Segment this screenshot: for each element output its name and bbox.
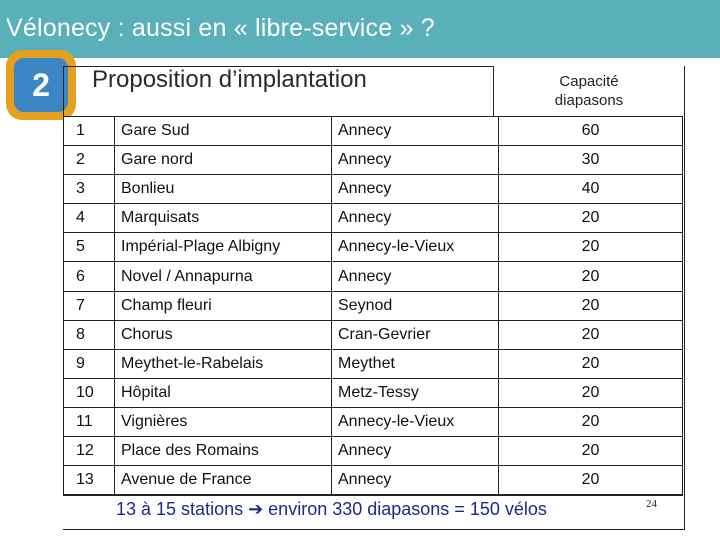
station-capacity: 20 bbox=[498, 290, 683, 321]
table-row: 11 Vignières Annecy-le-Vieux 20 bbox=[63, 406, 683, 438]
summary-bar: 13 à 15 stations ➔ environ 330 diapasons… bbox=[63, 495, 683, 529]
station-capacity: 20 bbox=[498, 436, 683, 467]
station-capacity: 60 bbox=[498, 115, 683, 147]
table-row: 5 Impérial-Plage Albigny Annecy-le-Vieux 20 bbox=[63, 232, 683, 263]
station-number: 12 bbox=[63, 436, 115, 467]
station-number: 8 bbox=[63, 319, 115, 350]
table-row: 9 Meythet-le-Rabelais Meythet 20 bbox=[63, 348, 683, 379]
stations-table: 1 Gare Sud Annecy 60 2 Gare nord Annecy 30 3 Bonl… bbox=[63, 115, 683, 496]
station-city: Annecy bbox=[331, 115, 499, 147]
station-name: Avenue de France bbox=[114, 465, 332, 496]
table-row: 7 Champ fleuri Seynod 20 bbox=[63, 290, 683, 321]
station-city: Metz-Tessy bbox=[331, 377, 499, 408]
table-row: 8 Chorus Cran-Gevrier 20 bbox=[63, 319, 683, 350]
summary-text: 13 à 15 stations ➔ environ 330 diapasons… bbox=[116, 499, 547, 519]
table-row: 3 Bonlieu Annecy 40 bbox=[63, 174, 683, 205]
title-bar: Vélonecy : aussi en « libre-service » ? bbox=[0, 0, 720, 58]
station-name: Gare Sud bbox=[114, 115, 332, 147]
station-name: Meythet-le-Rabelais bbox=[114, 348, 332, 379]
station-number: 1 bbox=[63, 115, 115, 147]
station-capacity: 20 bbox=[498, 465, 683, 496]
station-name: Marquisats bbox=[114, 203, 332, 234]
station-city: Cran-Gevrier bbox=[331, 319, 499, 350]
station-number: 5 bbox=[63, 232, 115, 263]
capacity-column-header: Capacité diapasons bbox=[493, 66, 684, 116]
station-name: Place des Romains bbox=[114, 436, 332, 467]
table-row: 12 Place des Romains Annecy 20 bbox=[63, 436, 683, 467]
station-city: Annecy-le-Vieux bbox=[331, 406, 499, 438]
station-city: Annecy bbox=[331, 174, 499, 205]
station-capacity: 20 bbox=[498, 319, 683, 350]
station-capacity: 20 bbox=[498, 348, 683, 379]
station-number: 10 bbox=[63, 377, 115, 408]
capacity-header-line1: Capacité bbox=[559, 73, 619, 90]
station-name: Bonlieu bbox=[114, 174, 332, 205]
station-capacity: 20 bbox=[498, 377, 683, 408]
station-city: Annecy bbox=[331, 436, 499, 467]
station-name: Impérial-Plage Albigny bbox=[114, 232, 332, 263]
station-number: 9 bbox=[63, 348, 115, 379]
station-capacity: 20 bbox=[498, 261, 683, 292]
table-row: 10 Hôpital Metz-Tessy 20 bbox=[63, 377, 683, 408]
station-capacity: 20 bbox=[498, 232, 683, 263]
station-number: 4 bbox=[63, 203, 115, 234]
station-number: 13 bbox=[63, 465, 115, 496]
station-capacity: 30 bbox=[498, 145, 683, 176]
station-number: 2 bbox=[63, 145, 115, 176]
slide-title: Vélonecy : aussi en « libre-service » ? bbox=[6, 14, 435, 42]
station-number: 7 bbox=[63, 290, 115, 321]
station-city: Annecy bbox=[331, 203, 499, 234]
station-number: 6 bbox=[63, 261, 115, 292]
station-name: Hôpital bbox=[114, 377, 332, 408]
station-capacity: 40 bbox=[498, 174, 683, 205]
station-city: Annecy bbox=[331, 261, 499, 292]
station-name: Novel / Annapurna bbox=[114, 261, 332, 292]
station-number: 11 bbox=[63, 406, 115, 438]
station-name: Chorus bbox=[114, 319, 332, 350]
table-row: 4 Marquisats Annecy 20 bbox=[63, 203, 683, 234]
station-name: Vignières bbox=[114, 406, 332, 438]
section-number-badge: 2 bbox=[6, 50, 76, 120]
station-name: Champ fleuri bbox=[114, 290, 332, 321]
table-row: 6 Novel / Annapurna Annecy 20 bbox=[63, 261, 683, 292]
page-number: 24 bbox=[646, 498, 657, 510]
station-capacity: 20 bbox=[498, 406, 683, 438]
table-row: 1 Gare Sud Annecy 60 bbox=[63, 115, 683, 147]
section-number: 2 bbox=[14, 58, 68, 112]
station-name: Gare nord bbox=[114, 145, 332, 176]
capacity-header-line2: diapasons bbox=[554, 92, 624, 109]
station-number: 3 bbox=[63, 174, 115, 205]
station-capacity: 20 bbox=[498, 203, 683, 234]
section-subtitle: Proposition d’implantation bbox=[92, 66, 367, 93]
station-city: Annecy bbox=[331, 465, 499, 496]
table-row: 2 Gare nord Annecy 30 bbox=[63, 145, 683, 176]
station-city: Annecy-le-Vieux bbox=[331, 232, 499, 263]
station-city: Seynod bbox=[331, 290, 499, 321]
station-city: Meythet bbox=[331, 348, 499, 379]
station-city: Annecy bbox=[331, 145, 499, 176]
table-row: 13 Avenue de France Annecy 20 bbox=[63, 465, 683, 496]
